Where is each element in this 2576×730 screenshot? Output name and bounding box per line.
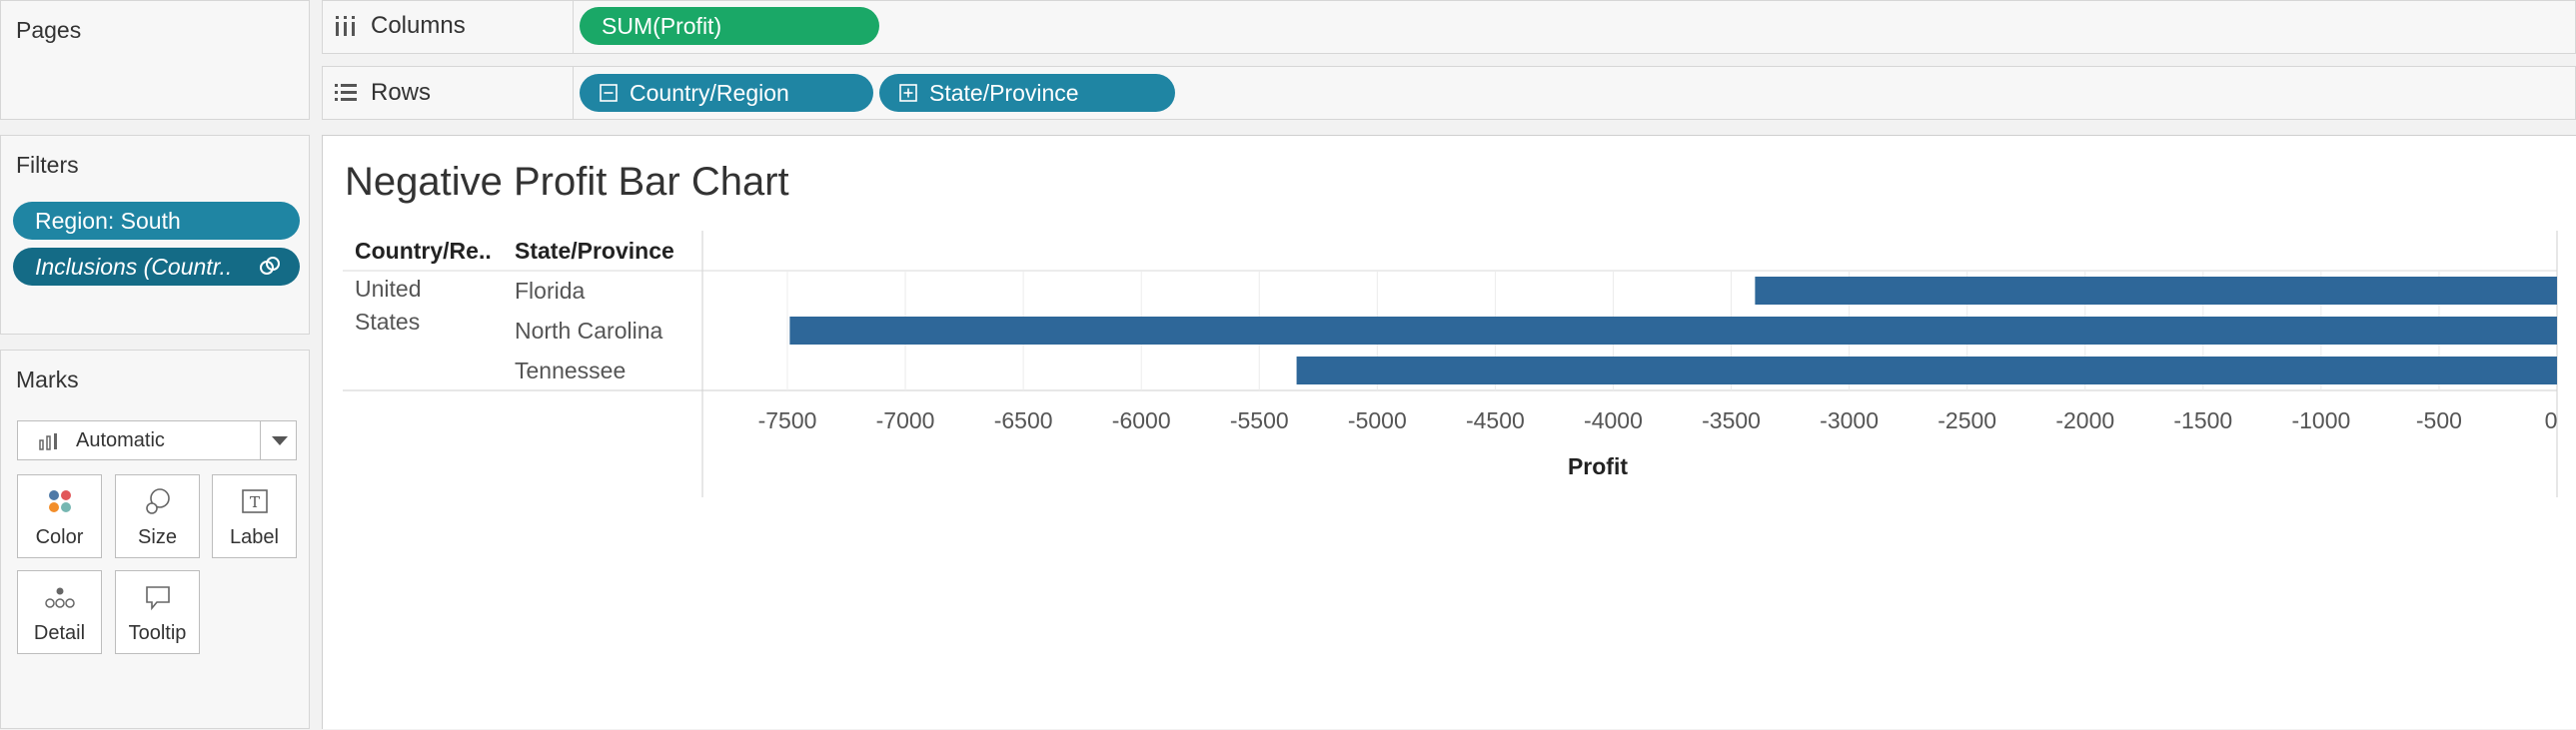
bar-north-carolina[interactable] — [789, 317, 2558, 345]
bar-chart[interactable] — [323, 136, 2576, 730]
columns-label: Columns — [371, 12, 466, 39]
dropdown-divider — [260, 421, 261, 459]
set-link-icon — [260, 257, 280, 275]
x-tick-label: -4500 — [1465, 407, 1525, 433]
filter-region-pill[interactable]: Region: South — [13, 202, 300, 240]
size-button[interactable]: Size — [115, 474, 200, 558]
country-region-label: Country/Region — [630, 79, 789, 106]
x-tick-label: -6000 — [1111, 407, 1171, 433]
header-country: Country/Re.. — [355, 238, 492, 264]
state-florida[interactable]: Florida — [515, 278, 586, 304]
tooltip-label: Tooltip — [128, 622, 187, 644]
x-axis-title: Profit — [1567, 453, 1629, 479]
tooltip-button[interactable]: Tooltip — [115, 570, 200, 654]
state-north-carolina[interactable]: North Carolina — [515, 318, 663, 344]
chevron-down-icon[interactable] — [272, 436, 288, 446]
sum-profit-label: SUM(Profit) — [602, 12, 722, 39]
x-tick-label: -5000 — [1347, 407, 1407, 433]
text-label-icon: T — [241, 489, 268, 513]
marks-title: Marks — [16, 366, 79, 392]
x-tick-label: -7500 — [757, 407, 817, 433]
x-tick-label: -5500 — [1229, 407, 1289, 433]
mark-type-label: Automatic — [76, 429, 165, 451]
svg-text:T: T — [249, 493, 259, 511]
detail-button[interactable]: Detail — [17, 570, 102, 654]
columns-shelf: Columns SUM(Profit) — [322, 0, 2576, 54]
mark-type-dropdown[interactable]: Automatic — [17, 420, 297, 460]
size-icon — [145, 488, 170, 514]
color-icon — [48, 490, 71, 512]
label-label: Label — [230, 526, 279, 548]
filters-title: Filters — [16, 152, 79, 178]
x-tick-label: -3000 — [1820, 407, 1880, 433]
state-province-label: State/Province — [929, 79, 1079, 106]
filter-inclusions-pill[interactable]: Inclusions (Countr.. — [13, 248, 300, 286]
country-line-1: United — [355, 276, 422, 302]
tooltip-icon — [145, 586, 170, 611]
collapse-icon[interactable] — [600, 84, 618, 102]
size-label: Size — [138, 526, 177, 548]
rows-shelf: Rows Country/Region State/Province — [322, 66, 2576, 120]
state-province-pill[interactable]: State/Province — [879, 74, 1175, 112]
view-area[interactable]: Negative Profit Bar Chart Country/Re.. S… — [322, 135, 2576, 729]
marks-card: Marks Automatic Color — [0, 350, 310, 729]
filters-card: Filters Region: South Inclusions (Countr… — [0, 135, 310, 335]
color-label: Color — [35, 526, 84, 548]
bar-chart-icon — [39, 433, 57, 450]
columns-shelf-label: Columns — [335, 12, 466, 40]
x-tick-label: 0 — [2544, 407, 2558, 433]
bar-florida[interactable] — [1755, 277, 2557, 305]
sum-profit-pill[interactable]: SUM(Profit) — [580, 7, 879, 45]
x-tick-label: -3500 — [1702, 407, 1761, 433]
label-button[interactable]: T Label — [212, 474, 297, 558]
filter-region-label: Region: South — [35, 207, 181, 234]
pages-card[interactable]: Pages — [0, 0, 310, 120]
x-tick-label: -1500 — [2173, 407, 2233, 433]
detail-icon — [44, 587, 75, 608]
rows-shelf-label: Rows — [335, 79, 431, 107]
filter-inclusions-label: Inclusions (Countr.. — [35, 253, 233, 280]
columns-drop-area[interactable]: SUM(Profit) — [573, 1, 2575, 53]
rows-drop-area[interactable]: Country/Region State/Province — [573, 67, 2575, 119]
x-tick-label: -500 — [2415, 407, 2462, 433]
expand-icon[interactable] — [899, 84, 917, 102]
x-tick-label: -2000 — [2055, 407, 2115, 433]
bar-tennessee[interactable] — [1296, 357, 2557, 384]
x-tick-label: -7000 — [875, 407, 935, 433]
state-tennessee[interactable]: Tennessee — [515, 358, 627, 383]
x-tick-label: -1000 — [2291, 407, 2351, 433]
detail-label: Detail — [33, 622, 86, 644]
rows-icon — [335, 84, 357, 101]
x-tick-label: -6500 — [993, 407, 1053, 433]
columns-icon — [336, 16, 355, 36]
color-button[interactable]: Color — [17, 474, 102, 558]
header-state: State/Province — [515, 238, 674, 264]
x-tick-label: -4000 — [1584, 407, 1643, 433]
country-line-2: States — [355, 309, 421, 335]
country-region-pill[interactable]: Country/Region — [580, 74, 873, 112]
rows-label: Rows — [371, 79, 432, 106]
x-tick-label: -2500 — [1937, 407, 1997, 433]
view-title: Negative Profit Bar Chart — [345, 160, 789, 204]
pages-title: Pages — [16, 17, 82, 43]
